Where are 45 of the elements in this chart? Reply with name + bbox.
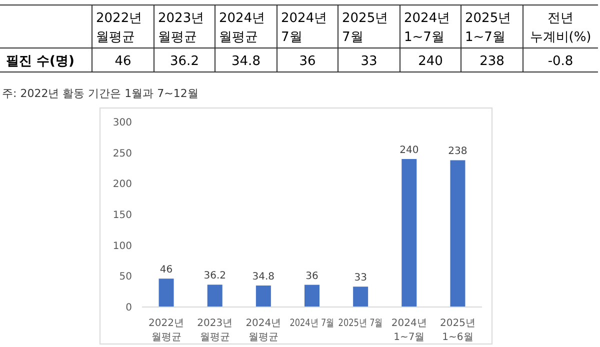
data-label: 238 bbox=[480, 54, 504, 69]
data-label: 36.2 bbox=[204, 270, 226, 282]
data-label: 36.2 bbox=[170, 54, 199, 69]
bar bbox=[402, 159, 417, 307]
category-label: 2023년 월평균 bbox=[158, 11, 204, 45]
y-tick-label: 150 bbox=[112, 210, 132, 221]
y-tick-label: 0 bbox=[126, 302, 132, 314]
data-label: 36 bbox=[299, 54, 316, 69]
data-label: 34.8 bbox=[252, 272, 275, 283]
y-tick-label: 250 bbox=[112, 148, 132, 160]
bar bbox=[207, 284, 222, 307]
data-label: 240 bbox=[400, 145, 419, 156]
x-tick-label: 2023년 월평균 bbox=[197, 318, 233, 343]
category-label: 2025년 1~7월 bbox=[465, 11, 512, 45]
data-label: 238 bbox=[448, 146, 468, 158]
y-tick-label: 50 bbox=[119, 272, 132, 283]
data-label: 34.8 bbox=[232, 54, 260, 69]
data-label: 33 bbox=[354, 272, 367, 284]
x-tick-label: 2024년 1~7월 bbox=[391, 318, 427, 343]
data-label: 240 bbox=[418, 54, 443, 69]
x-tick-label: 2025년 7월 bbox=[338, 318, 394, 329]
y-tick-label: 200 bbox=[112, 179, 132, 190]
category-label: 2022년 월평균 bbox=[96, 11, 142, 45]
text: 필진 수(명) bbox=[6, 54, 74, 69]
x-tick-label: 2025년 1~6월 bbox=[440, 318, 476, 343]
bar bbox=[304, 284, 320, 307]
data-label: 46 bbox=[160, 264, 173, 276]
data-label: 33 bbox=[360, 54, 378, 69]
y-tick-label: 100 bbox=[112, 240, 132, 252]
bar bbox=[353, 286, 368, 307]
bar bbox=[450, 160, 466, 307]
data-label: 46 bbox=[114, 54, 132, 69]
bar bbox=[256, 286, 271, 307]
data-label: 36 bbox=[306, 270, 318, 282]
x-tick-label: 2024년 월평균 bbox=[246, 318, 282, 343]
category-label: 2024년 월평균 bbox=[219, 11, 266, 45]
x-tick-label: 2022년 월평균 bbox=[148, 318, 184, 343]
bar bbox=[158, 278, 174, 307]
category-label: 2025년 7월 bbox=[342, 11, 388, 45]
category-label: 전년 누계비(%) bbox=[530, 11, 592, 45]
category-label: 2024년 1~7월 bbox=[404, 11, 450, 45]
category-label: 2024년 7월 bbox=[281, 11, 328, 45]
data-label: -0.8 bbox=[548, 54, 574, 69]
text: 주: 2022년 활동 기간은 1월과 7~12월 bbox=[2, 87, 198, 100]
y-tick-label: 300 bbox=[112, 118, 132, 128]
